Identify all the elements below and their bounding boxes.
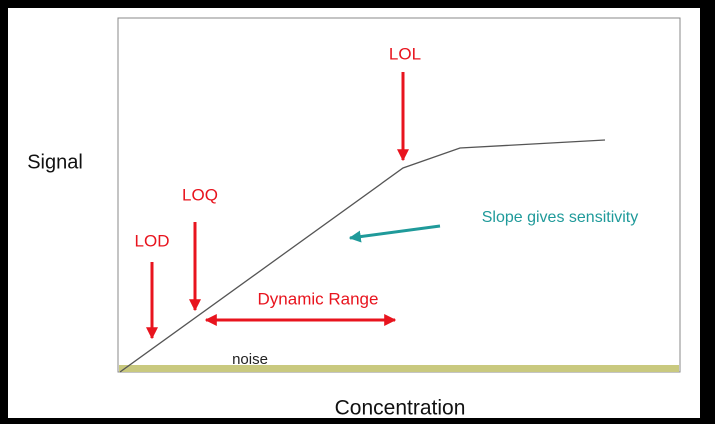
slope-label: Slope gives sensitivity (482, 209, 639, 226)
loq-label: LOQ (182, 185, 218, 204)
dynamic-range-label: Dynamic Range (258, 289, 379, 308)
noise-label: noise (232, 351, 268, 368)
plot-box (117, 17, 681, 373)
lod-label: LOD (135, 231, 170, 250)
x-axis-label: Concentration (335, 397, 466, 420)
y-axis-label: Signal (27, 151, 83, 173)
slope-arrow (348, 224, 441, 243)
response-curve (119, 139, 606, 373)
noise-band (119, 365, 679, 372)
lol-label: LOL (389, 44, 421, 63)
